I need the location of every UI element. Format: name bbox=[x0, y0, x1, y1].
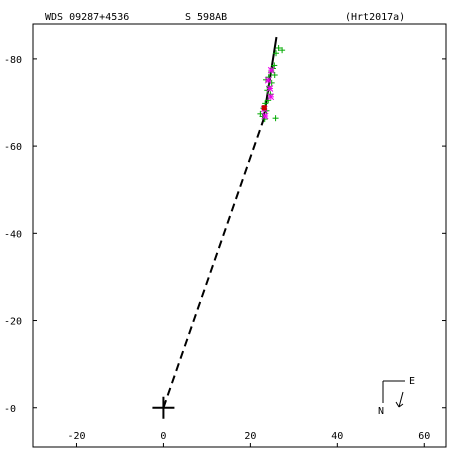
y-tick-label: -0 bbox=[4, 404, 16, 415]
projection-line bbox=[162, 119, 265, 409]
marker-stroke bbox=[261, 112, 269, 120]
points-layer bbox=[257, 44, 286, 123]
compass-motion-arrow-icon bbox=[395, 391, 404, 408]
observation-point bbox=[275, 44, 282, 51]
observation-point bbox=[272, 115, 279, 122]
marker-stroke bbox=[264, 76, 272, 84]
marker-square bbox=[261, 105, 267, 111]
marker-stroke bbox=[267, 93, 275, 101]
observation-point bbox=[271, 72, 278, 79]
plot-frame bbox=[32, 23, 447, 448]
x-tick-label: 0 bbox=[160, 431, 166, 442]
x-tick-label: 40 bbox=[331, 431, 343, 442]
marker-stroke bbox=[266, 85, 274, 92]
y-tick-label: -80 bbox=[4, 55, 22, 66]
y-tick-label: -20 bbox=[4, 317, 22, 328]
header-reference: (Hrt2017a) bbox=[345, 12, 405, 23]
x-tick-label: 20 bbox=[244, 431, 256, 442]
compass: E N bbox=[378, 376, 415, 417]
observation-point bbox=[266, 85, 274, 92]
axes-layer: -20 0 20 40 60 -0 -20 -40 -60 -80 bbox=[4, 55, 446, 447]
header-discoverer: S 598AB bbox=[185, 12, 227, 23]
observation-point bbox=[265, 97, 272, 104]
observation-point bbox=[267, 93, 275, 101]
y-tick-label: -60 bbox=[4, 142, 22, 153]
x-tick-label: -20 bbox=[67, 431, 85, 442]
y-tick-label: -40 bbox=[4, 229, 22, 240]
compass-north-label: N bbox=[378, 406, 384, 417]
observation-point bbox=[268, 79, 275, 86]
observation-point bbox=[267, 66, 275, 74]
header-system-id: WDS 09287+4536 bbox=[45, 12, 129, 23]
observation-point bbox=[273, 50, 280, 57]
observation-point bbox=[261, 105, 267, 111]
marker-stroke bbox=[267, 66, 275, 74]
observation-point bbox=[264, 76, 272, 84]
lines-layer bbox=[152, 36, 278, 419]
observation-point bbox=[279, 47, 286, 54]
compass-east-label: E bbox=[409, 376, 415, 387]
observation-point bbox=[261, 112, 269, 120]
x-tick-label: 60 bbox=[418, 431, 430, 442]
